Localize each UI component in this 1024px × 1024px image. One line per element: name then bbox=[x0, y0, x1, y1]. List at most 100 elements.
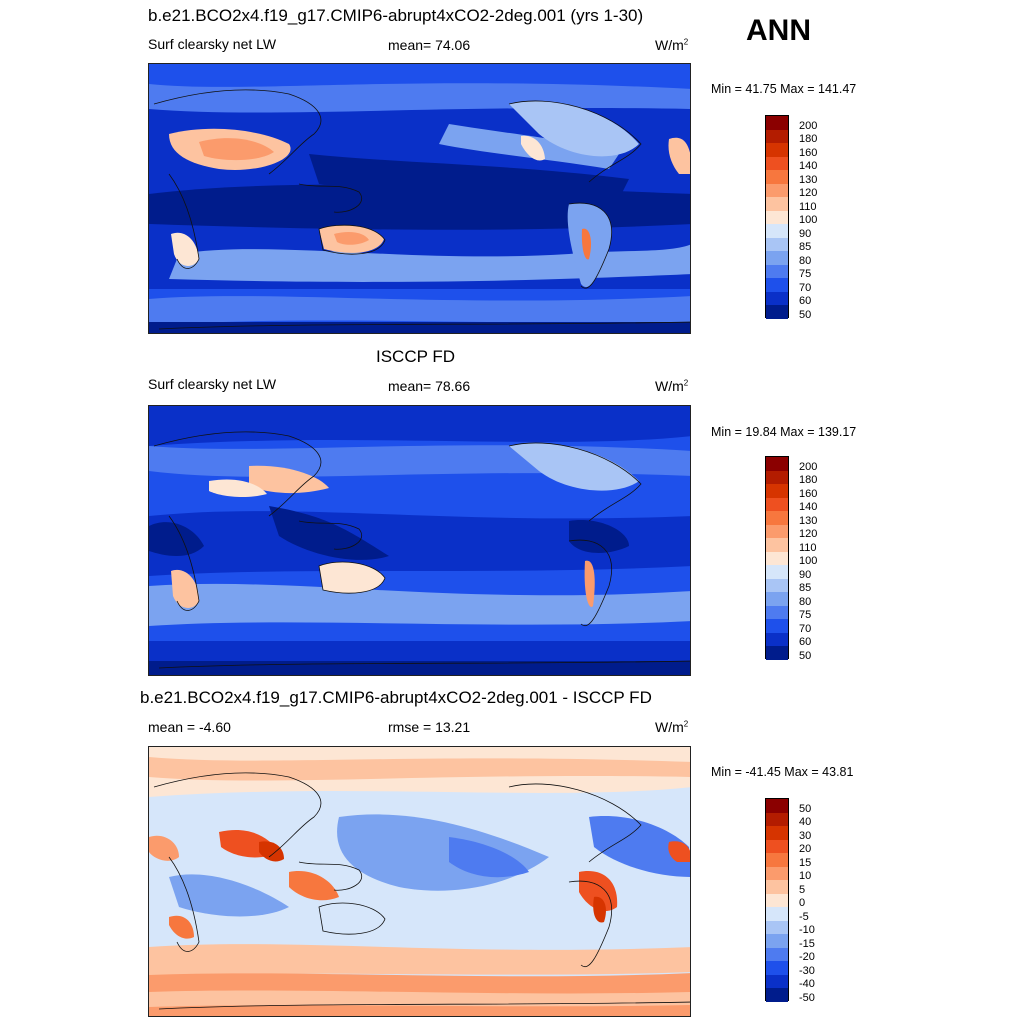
colorbar-tick-label: 60 bbox=[799, 636, 812, 649]
colorbar-swatch bbox=[766, 116, 788, 130]
colorbar-swatch bbox=[766, 866, 788, 880]
colorbar-swatch bbox=[766, 565, 788, 579]
colorbar-tick-label: 90 bbox=[799, 227, 812, 240]
colorbar-tick-label: 0 bbox=[799, 897, 806, 910]
panel1-variable: Surf clearsky net LW bbox=[148, 36, 277, 52]
colorbar-swatch bbox=[766, 305, 788, 319]
colorbar-tick-label: 40 bbox=[799, 816, 812, 829]
colorbar-swatch bbox=[766, 839, 788, 853]
colorbar-swatch bbox=[766, 210, 788, 224]
colorbar-swatch bbox=[766, 237, 788, 251]
colorbar-tick-label: 120 bbox=[799, 187, 818, 200]
colorbar-swatch bbox=[766, 961, 788, 975]
panel2-map bbox=[148, 405, 691, 676]
colorbar-tick-label: 140 bbox=[799, 501, 818, 514]
colorbar-tick-label: -15 bbox=[799, 937, 815, 950]
colorbar-tick-label: 180 bbox=[799, 133, 818, 146]
colorbar-swatch bbox=[766, 920, 788, 934]
panel2-colorbar bbox=[765, 456, 789, 660]
colorbar-tick-label: 75 bbox=[799, 268, 812, 281]
panel2-variable: Surf clearsky net LW bbox=[148, 376, 277, 392]
colorbar-tick-label: 70 bbox=[799, 622, 812, 635]
colorbar-swatch bbox=[766, 278, 788, 292]
colorbar-tick-label: 160 bbox=[799, 146, 818, 159]
colorbar-swatch bbox=[766, 183, 788, 197]
colorbar-tick-label: -40 bbox=[799, 978, 815, 991]
colorbar-swatch bbox=[766, 156, 788, 170]
colorbar-tick-label: 85 bbox=[799, 241, 812, 254]
colorbar-tick-label: 130 bbox=[799, 173, 818, 186]
colorbar-swatch bbox=[766, 812, 788, 826]
colorbar-swatch bbox=[766, 511, 788, 525]
colorbar-tick-label: 10 bbox=[799, 870, 812, 883]
colorbar-tick-label: -50 bbox=[799, 991, 815, 1004]
colorbar-swatch bbox=[766, 170, 788, 184]
season-label: ANN bbox=[746, 14, 811, 47]
colorbar-tick-label: 15 bbox=[799, 856, 812, 869]
colorbar-tick-label: -5 bbox=[799, 910, 809, 923]
colorbar-tick-label: 50 bbox=[799, 649, 812, 662]
colorbar-tick-label: 80 bbox=[799, 254, 812, 267]
colorbar-swatch bbox=[766, 143, 788, 157]
colorbar-tick-label: 100 bbox=[799, 555, 818, 568]
colorbar-tick-label: 200 bbox=[799, 119, 818, 132]
colorbar-swatch bbox=[766, 646, 788, 660]
colorbar-tick-label: 200 bbox=[799, 460, 818, 473]
colorbar-tick-label: 130 bbox=[799, 514, 818, 527]
colorbar-tick-label: -10 bbox=[799, 924, 815, 937]
panel2-mean: mean= 78.66 bbox=[388, 378, 471, 394]
colorbar-swatch bbox=[766, 988, 788, 1002]
panel1-colorbar bbox=[765, 115, 789, 319]
colorbar-tick-label: -20 bbox=[799, 951, 815, 964]
colorbar-tick-label: 110 bbox=[799, 200, 817, 213]
colorbar-tick-label: 160 bbox=[799, 487, 818, 500]
colorbar-tick-label: 50 bbox=[799, 802, 812, 815]
colorbar-swatch bbox=[766, 538, 788, 552]
colorbar-tick-label: 80 bbox=[799, 595, 812, 608]
panel1-map bbox=[148, 63, 691, 334]
colorbar-swatch bbox=[766, 578, 788, 592]
colorbar-tick-label: 120 bbox=[799, 528, 818, 541]
colorbar-tick-label: 110 bbox=[799, 541, 817, 554]
panel3-title: b.e21.BCO2x4.f19_g17.CMIP6-abrupt4xCO2-2… bbox=[140, 688, 652, 707]
colorbar-swatch bbox=[766, 934, 788, 948]
panel1-mean: mean= 74.06 bbox=[388, 37, 471, 53]
colorbar-swatch bbox=[766, 484, 788, 498]
colorbar-swatch bbox=[766, 224, 788, 238]
colorbar-swatch bbox=[766, 947, 788, 961]
panel3-rmse: rmse = 13.21 bbox=[388, 719, 471, 735]
panel2-units: W/m2 bbox=[655, 378, 689, 394]
colorbar-tick-label: 180 bbox=[799, 474, 818, 487]
colorbar-swatch bbox=[766, 880, 788, 894]
colorbar-swatch bbox=[766, 853, 788, 867]
colorbar-swatch bbox=[766, 893, 788, 907]
colorbar-swatch bbox=[766, 264, 788, 278]
colorbar-swatch bbox=[766, 251, 788, 265]
panel3-minmax: Min = -41.45 Max = 43.81 bbox=[711, 765, 854, 779]
colorbar-tick-label: 85 bbox=[799, 582, 812, 595]
colorbar-swatch bbox=[766, 619, 788, 633]
panel1-units: W/m2 bbox=[655, 37, 689, 53]
colorbar-tick-label: 75 bbox=[799, 609, 812, 622]
colorbar-swatch bbox=[766, 551, 788, 565]
panel1-minmax: Min = 41.75 Max = 141.47 bbox=[711, 82, 857, 96]
colorbar-swatch bbox=[766, 632, 788, 646]
colorbar-swatch bbox=[766, 457, 788, 471]
colorbar-swatch bbox=[766, 974, 788, 988]
colorbar-tick-label: 20 bbox=[799, 843, 812, 856]
colorbar-swatch bbox=[766, 470, 788, 484]
colorbar-tick-label: 70 bbox=[799, 281, 812, 294]
colorbar-swatch bbox=[766, 497, 788, 511]
colorbar-tick-label: 50 bbox=[799, 308, 812, 321]
panel3-units: W/m2 bbox=[655, 719, 689, 735]
colorbar-tick-label: 30 bbox=[799, 829, 812, 842]
colorbar-tick-label: 5 bbox=[799, 883, 806, 896]
colorbar-tick-label: 100 bbox=[799, 214, 818, 227]
colorbar-tick-label: 90 bbox=[799, 568, 812, 581]
panel1-title: b.e21.BCO2x4.f19_g17.CMIP6-abrupt4xCO2-2… bbox=[148, 6, 644, 25]
panel2-minmax: Min = 19.84 Max = 139.17 bbox=[711, 425, 857, 439]
panel2-title: ISCCP FD bbox=[376, 347, 456, 366]
colorbar-swatch bbox=[766, 907, 788, 921]
colorbar-swatch bbox=[766, 197, 788, 211]
colorbar-swatch bbox=[766, 291, 788, 305]
